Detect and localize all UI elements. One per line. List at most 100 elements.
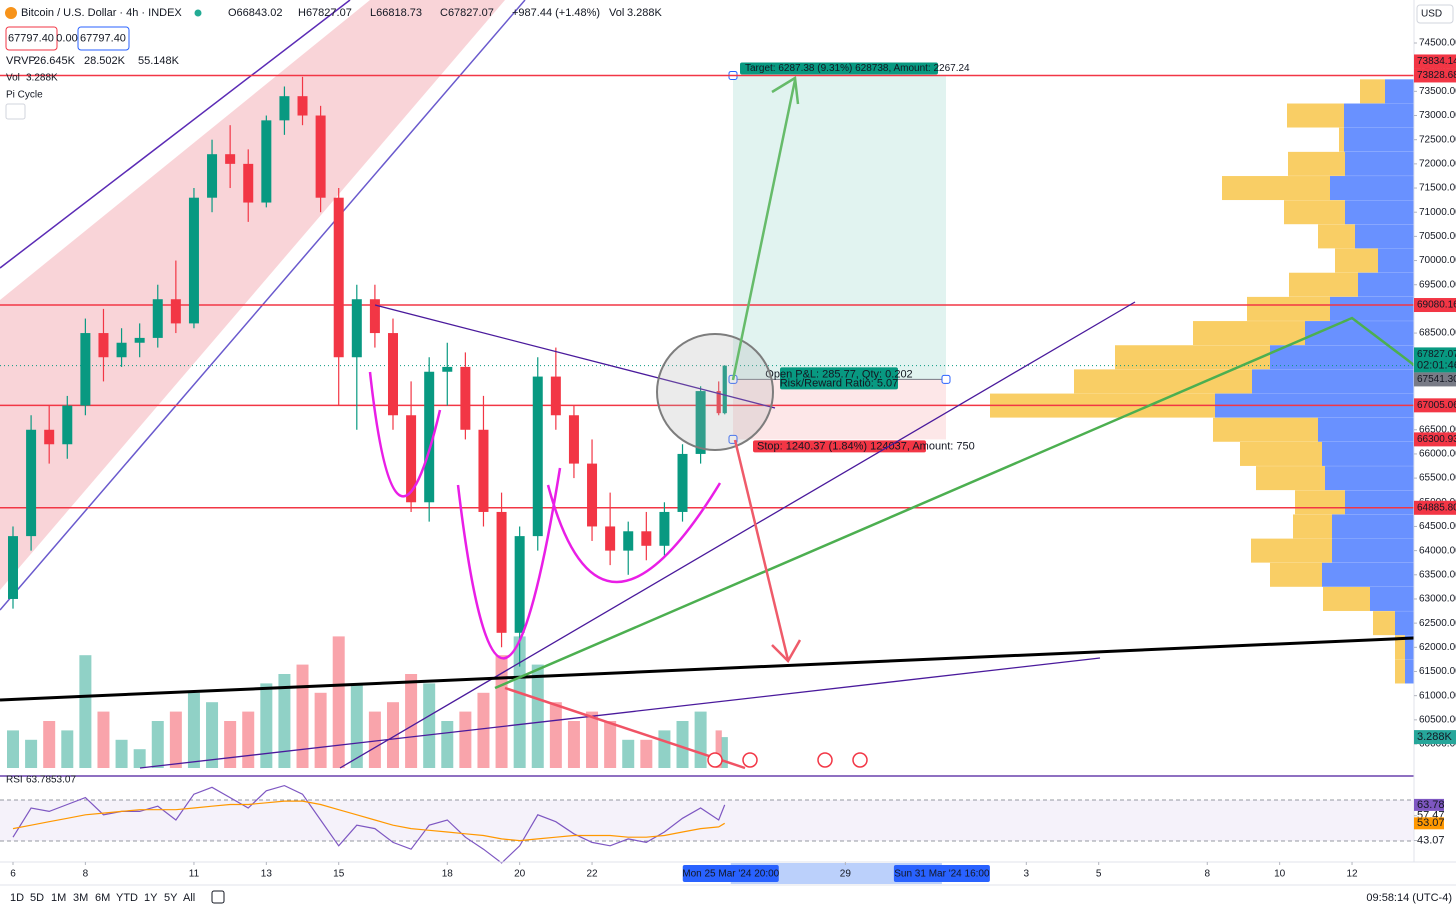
ohlc-change: +987.44 (+1.48%) [512, 7, 600, 19]
target-label: Target: 6287.38 (9.31%) 628738, Amount: … [745, 63, 970, 74]
x-tick-label: 13 [261, 869, 273, 880]
cup-curve [456, 467, 562, 660]
volume-bar [151, 721, 164, 768]
profile-down [1247, 296, 1330, 321]
profile-up [1325, 466, 1414, 491]
profile-up [1405, 659, 1414, 684]
profile-up [1405, 635, 1414, 660]
rsi-ma-line [12, 800, 726, 842]
symbol: Bitcoin / U.S. Dollar · 4h · INDEX [21, 7, 182, 19]
event-icon[interactable] [707, 752, 723, 768]
profile-down [1293, 514, 1332, 539]
candle-body [315, 115, 326, 198]
profile-up [1318, 417, 1414, 442]
profile-up [1358, 272, 1414, 297]
range-button[interactable]: All [183, 892, 195, 904]
volume-bar [513, 636, 526, 768]
price-badge [1414, 372, 1456, 387]
volume-bar [531, 664, 544, 768]
y-tick-label: 73000.00 [1419, 110, 1456, 121]
up-arrow [731, 79, 797, 381]
range-button[interactable]: 1Y [144, 892, 158, 904]
candle-body [44, 429, 55, 445]
volume-bar [133, 749, 146, 768]
countdown: 02:01:46 [1417, 359, 1456, 371]
profile-up [1322, 441, 1414, 466]
candle-body [188, 197, 199, 324]
calendar-icon[interactable] [211, 890, 225, 904]
y-tick-label: 72000.00 [1419, 159, 1456, 170]
x-range-highlight [730, 863, 942, 884]
volume-bar [115, 739, 128, 768]
volume-badge [1414, 730, 1456, 745]
range-button[interactable]: YTD [116, 892, 138, 904]
x-tick-label: Sun 31 Mar '24 16:00 [894, 869, 990, 880]
price-badge-label: 64885.80 [1417, 502, 1456, 513]
x-tick-label: 15 [333, 869, 345, 880]
price-badge-label: 67005.06 [1417, 400, 1456, 411]
candle-body [695, 391, 706, 454]
volume-bar [260, 683, 273, 768]
candle-body [134, 337, 145, 343]
candle-body [424, 371, 435, 503]
drag-handle[interactable] [941, 374, 951, 384]
y-tick-label: 63500.00 [1419, 569, 1456, 580]
vrvp-total: 55.148K [138, 55, 180, 67]
candle-body [406, 415, 417, 503]
range-button[interactable]: 5D [30, 892, 44, 904]
x-tick-label: Mon 25 Mar '24 20:00 [682, 869, 779, 880]
range-button[interactable]: 3M [73, 892, 88, 904]
x-tick-label: 10 [1274, 869, 1286, 880]
x-tick-label: 20 [514, 869, 526, 880]
profile-up [1385, 79, 1414, 104]
y-tick-label: 71500.00 [1419, 183, 1456, 194]
range-toolbar: 1D 5D 1M 3M 6M YTD 1Y 5Y All [10, 890, 225, 904]
candle-body [26, 429, 37, 537]
candle-body [279, 96, 290, 121]
volume-bar [423, 683, 436, 768]
profile-down [1222, 176, 1330, 201]
event-icon[interactable] [817, 752, 833, 768]
y-tick-label: 69500.00 [1419, 279, 1456, 290]
y-tick-label: 60500.00 [1419, 714, 1456, 725]
volume-bar [715, 730, 722, 768]
market-status [194, 9, 202, 17]
sell-button[interactable] [5, 26, 58, 51]
volume-bar [721, 737, 728, 768]
range-button[interactable]: 5Y [164, 892, 178, 904]
price-badge-label: 69080.16 [1417, 300, 1456, 311]
x-tick-label: 22 [586, 869, 598, 880]
profile-down [1339, 127, 1344, 152]
green-trendline [494, 316, 1415, 690]
price-badge [1414, 298, 1456, 313]
y-tick-label: 71000.00 [1419, 207, 1456, 218]
volume-bar [350, 683, 363, 768]
range-button[interactable]: 1D [10, 892, 24, 904]
vol-indicator-value: 3.288K [26, 73, 58, 84]
cup-curve [368, 371, 442, 498]
price-badge-label: 66300.93 [1417, 434, 1456, 445]
collapse-button[interactable] [5, 103, 26, 120]
x-tick-label: 29 [840, 869, 852, 880]
rising-trendline [339, 301, 1136, 769]
currency-button[interactable] [1416, 4, 1454, 24]
buy-button[interactable] [77, 26, 130, 51]
range-button[interactable]: 6M [95, 892, 110, 904]
profile-down [1318, 224, 1355, 249]
drawings [0, 75, 1415, 770]
profile-up [1344, 127, 1414, 152]
x-tick-label: 6 [10, 869, 16, 880]
price-badge-label: 73828.68 [1417, 70, 1456, 81]
rsi-tick-label: 63.78 [1417, 799, 1445, 811]
event-icon[interactable] [852, 752, 868, 768]
rsi-label: RSI [6, 775, 23, 786]
price-badge [1414, 432, 1456, 447]
event-icon[interactable] [742, 752, 758, 768]
buy-price: 67797.40 [80, 32, 126, 44]
volume-bar [694, 711, 707, 768]
price-badge [1414, 347, 1456, 373]
range-button[interactable]: 1M [51, 892, 66, 904]
ohlc-open: O66843.02 [228, 7, 282, 19]
channel-top [0, 0, 351, 269]
profile-down [1373, 611, 1395, 636]
